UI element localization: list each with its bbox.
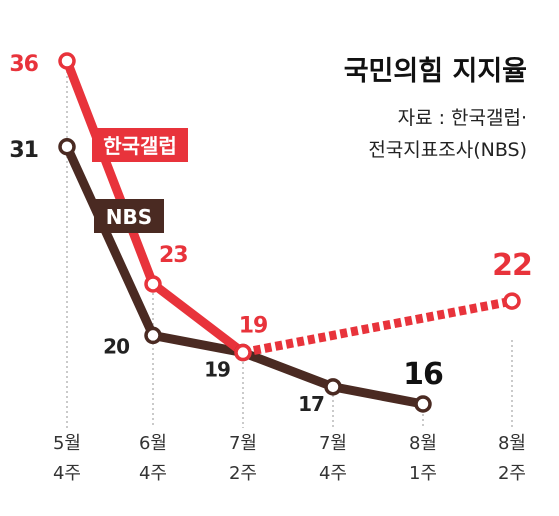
x-label-0-line2: 4주 — [53, 463, 81, 484]
nbs-value-3: 17 — [298, 392, 324, 416]
series-line-gallup-dashed — [242, 296, 513, 357]
nbs-value-0: 31 — [9, 138, 38, 163]
nbs-value-2: 19 — [204, 358, 230, 382]
gallup-value-0: 36 — [9, 52, 38, 77]
x-label-1-line1: 6월 — [139, 433, 167, 454]
nbs-point-1 — [144, 326, 162, 345]
legend-gallup-label: 한국갤럽 — [103, 134, 177, 158]
legend-nbs-label: NBS — [106, 205, 152, 229]
gallup-value-2: 19 — [239, 314, 268, 339]
gallup-point-3 — [503, 292, 521, 310]
nbs-point-3 — [324, 378, 342, 396]
x-label-5-line2: 2주 — [498, 463, 526, 484]
series-line-nbs — [62, 142, 428, 409]
gallup-value-3: 22 — [492, 248, 532, 283]
gallup-point-1 — [144, 275, 162, 293]
nbs-point-4 — [414, 395, 432, 413]
vertical-guides — [66, 61, 513, 428]
x-label-5-line1: 8월 — [498, 433, 526, 454]
legend-gallup-box — [92, 128, 188, 162]
nbs-value-4: 16 — [403, 357, 443, 392]
series-markers — [58, 52, 521, 413]
gallup-point-2 — [234, 343, 252, 362]
x-label-1-line2: 4주 — [139, 463, 167, 484]
nbs-value-1: 20 — [103, 334, 129, 358]
legend-nbs: NBS — [94, 199, 164, 233]
x-label-4-line1: 8월 — [409, 433, 437, 454]
x-label-3-line1: 7월 — [319, 433, 347, 454]
chart-title: 국민의힘 지지율 — [344, 56, 527, 87]
x-label-2-line1: 7월 — [229, 433, 257, 454]
legend-nbs-box — [94, 199, 164, 233]
x-label-0-line1: 5월 — [53, 433, 81, 454]
gallup-point-0 — [58, 52, 76, 70]
x-label-2-line2: 2주 — [229, 463, 257, 484]
x-label-3-line2: 4주 — [319, 463, 347, 484]
x-label-4-line2: 1주 — [409, 463, 437, 484]
x-axis-labels: 5월 4주 6월 4주 7월 2주 7월 4주 8월 1주 8월 2주 — [53, 433, 526, 484]
gallup-value-1: 23 — [159, 243, 188, 268]
source-line-2: 전국지표조사(NBS) — [368, 139, 527, 161]
value-labels: 36 23 19 22 31 20 19 17 16 — [9, 52, 533, 416]
source-line-1: 자료 : 한국갤럽· — [398, 107, 527, 129]
nbs-point-0 — [58, 138, 76, 156]
legend-gallup: 한국갤럽 — [92, 128, 188, 162]
